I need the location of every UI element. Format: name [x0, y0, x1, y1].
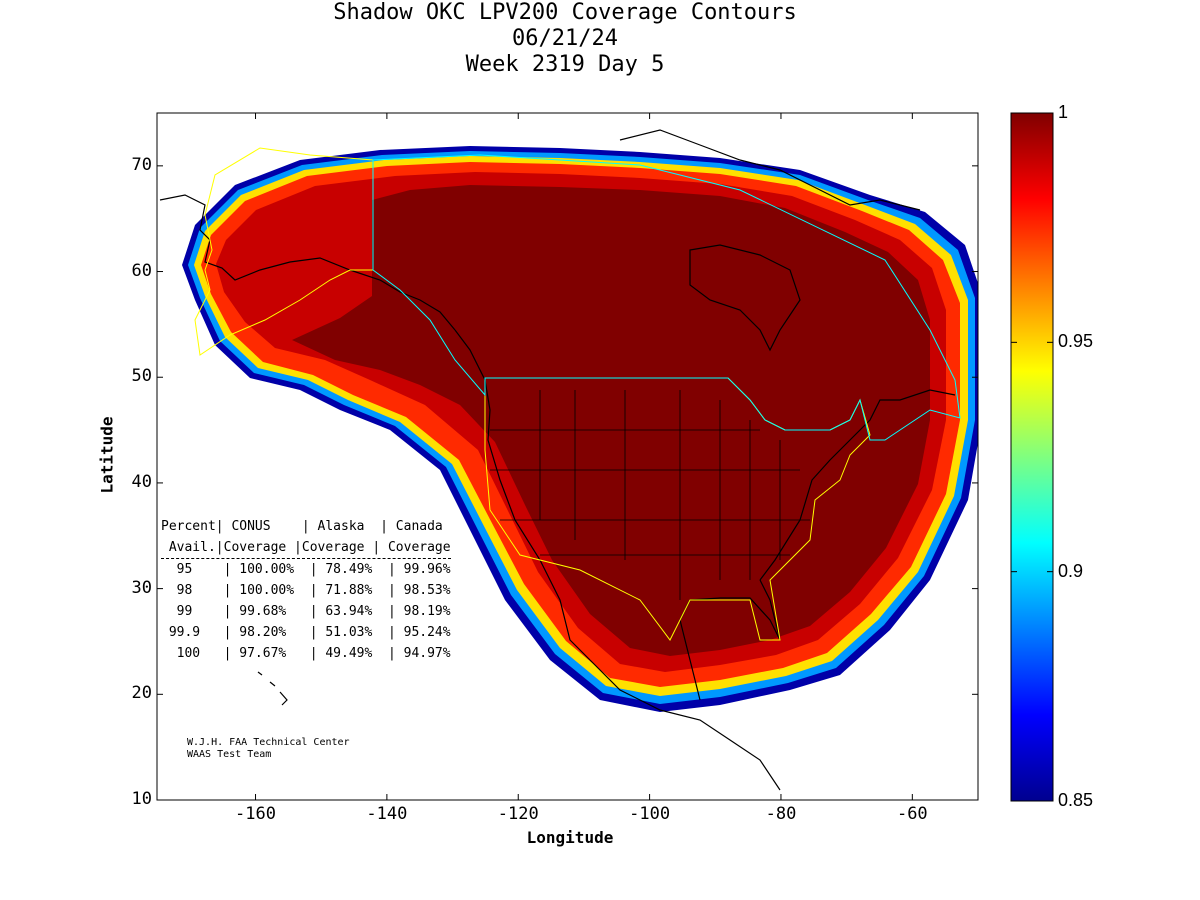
mexico-coast [589, 659, 781, 791]
alaska-coast [159, 194, 456, 331]
state-grid [490, 390, 810, 600]
chart-title: Shadow OKC LPV200 Coverage Contours [333, 0, 797, 25]
coverage-stats-table: Percent| CONUS | Alaska | Canada Avail.|… [161, 516, 451, 664]
stats-row: 99.9 | 98.20% | 51.03% | 95.24% [161, 625, 451, 640]
x-tick-label: -120 [497, 804, 539, 824]
x-tick-label: -160 [235, 804, 276, 824]
colorbar-tick-label: 0.85 [1058, 790, 1094, 810]
y-tick-label: 10 [131, 789, 152, 809]
colorbar-tick-label: 0.9 [1058, 560, 1084, 581]
y-axis-label: Latitude [97, 416, 117, 494]
y-tick-label: 70 [131, 154, 152, 175]
plot-frame [156, 112, 979, 801]
x-axis-label: Longitude [526, 828, 614, 847]
stats-row: 95 | 100.00% | 78.49% | 99.96% [161, 562, 451, 577]
chart-date: 06/21/24 [512, 26, 618, 51]
x-tick-label: -80 [765, 804, 797, 824]
credit-line-1: W.J.H. FAA Technical Center [187, 737, 350, 748]
colorbar-tick-label: 0.95 [1058, 331, 1094, 352]
x-tick-label: -100 [629, 804, 671, 824]
x-tick-label: -60 [896, 804, 928, 824]
arctic-islands [619, 129, 921, 211]
chart-week: Week 2319 Day 5 [465, 52, 665, 77]
hawaii [257, 671, 288, 706]
x-tick-label: -140 [366, 804, 408, 824]
colorbar-tick-marks [1011, 112, 1053, 802]
y-tick-label: 40 [131, 471, 152, 492]
region-boundaries [194, 147, 961, 641]
y-tick-label: 60 [131, 260, 152, 281]
canada-boundary [372, 154, 961, 441]
state-lines [490, 390, 810, 600]
east-coast [759, 389, 956, 581]
alaska-boundary [194, 147, 374, 356]
y-tick-marks [157, 165, 978, 801]
y-tick-label: 20 [131, 683, 152, 704]
credit-line-2: WAAS Test Team [187, 749, 272, 760]
stats-header-row: Percent| CONUS | Alaska | Canada [161, 519, 443, 534]
y-tick-label: 30 [131, 577, 152, 598]
gulf-coast [679, 579, 781, 701]
stats-row: 99 | 99.68% | 63.94% | 98.19% [161, 604, 451, 619]
x-tick-marks [255, 113, 913, 800]
credit-block: W.J.H. FAA Technical Center WAAS Test Tea… [187, 737, 350, 761]
stats-subheader-row: Avail.|Coverage |Coverage | Coverage [161, 537, 451, 559]
stats-row: 100 | 97.67% | 49.49% | 94.97% [161, 646, 451, 661]
colorbar [1010, 112, 1054, 802]
west-coast [454, 329, 591, 661]
y-tick-label: 50 [131, 366, 152, 387]
contour-100 [292, 185, 930, 656]
coastlines [159, 129, 956, 791]
stats-row: 98 | 100.00% | 71.88% | 98.53% [161, 583, 451, 598]
colorbar-tick-label: 1 [1058, 102, 1069, 122]
hudson-bay [689, 244, 801, 352]
